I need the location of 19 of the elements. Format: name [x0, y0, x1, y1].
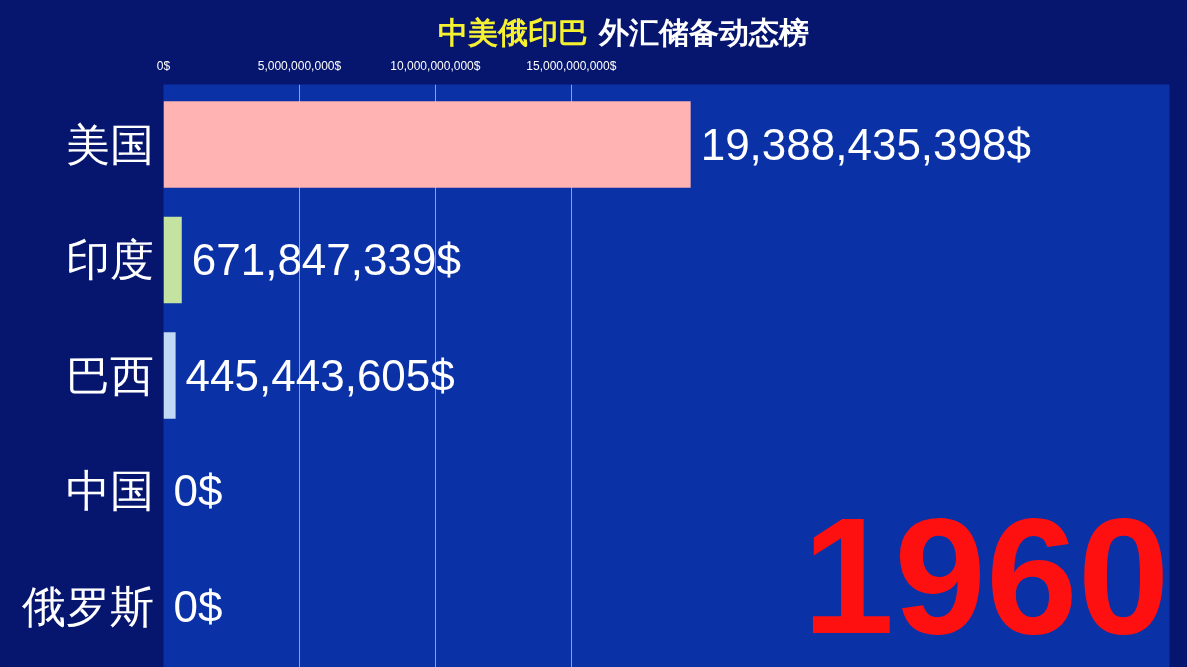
bar [163, 216, 182, 304]
y-tick-label: 俄罗斯 [21, 581, 154, 631]
annotation: 1960 [802, 483, 1170, 667]
bar [163, 332, 176, 419]
data-label: 0$ [173, 581, 223, 631]
data-label: 671,847,339$ [191, 235, 461, 285]
y-tick-label: 美国 [65, 120, 154, 170]
data-label: 0$ [173, 466, 223, 516]
data-label: 19,388,435,398$ [700, 120, 1031, 170]
y-tick-label: 巴西 [65, 350, 154, 400]
bar [163, 101, 691, 188]
chart-title: 中美俄印巴 外汇储备动态榜 [438, 15, 809, 50]
data-label: 445,443,605$ [185, 350, 455, 400]
x-tick-label: 10,000,000,000$ [390, 58, 481, 73]
y-tick-label: 印度 [65, 235, 154, 285]
x-tick-label: 15,000,000,000$ [526, 58, 617, 73]
x-tick-label: 0$ [156, 58, 171, 73]
x-tick-label: 5,000,000,000$ [257, 58, 342, 73]
y-tick-label: 中国 [65, 466, 154, 516]
